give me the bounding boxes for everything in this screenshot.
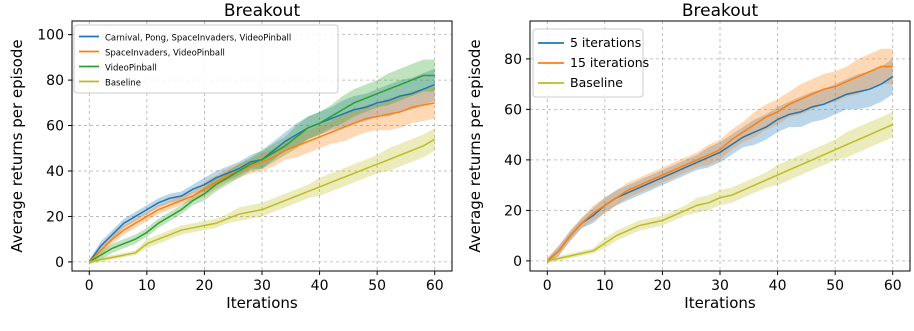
x-tick-label: 60: [884, 278, 902, 294]
y-tick-label: 0: [55, 255, 64, 271]
series-line-4: [89, 138, 436, 263]
series-band-1: [89, 68, 435, 265]
x-tick-label: 50: [368, 278, 386, 294]
y-tick-label: 100: [37, 28, 64, 44]
y-tick-label: 20: [46, 209, 64, 225]
x-tick-label: 0: [543, 278, 552, 294]
legend-box: [532, 28, 644, 98]
series-band-2: [89, 86, 435, 265]
series-line-3: [547, 123, 894, 262]
y-tick-label: 0: [513, 254, 522, 270]
x-tick-label: 40: [769, 278, 787, 294]
series-line-3: [88, 74, 435, 263]
series-band-3: [547, 111, 893, 264]
x-tick-label: 30: [711, 278, 729, 294]
x-tick-label: 30: [253, 278, 271, 294]
legend: 5 iterations 15 iterations Baseline: [532, 28, 649, 98]
y-tick-label: 80: [504, 52, 522, 68]
x-tick-label: 0: [85, 278, 94, 294]
y-tick-label: 40: [46, 164, 64, 180]
legend-label-2: SpaceInvaders, VideoPinball: [105, 49, 225, 59]
legend-label-2: 15 iterations: [570, 55, 649, 70]
series-band-2: [547, 48, 893, 264]
x-tick-label: 20: [654, 278, 672, 294]
x-tick-label: 50: [826, 278, 844, 294]
y-axis-label: Average returns per episode: [466, 39, 484, 252]
x-tick-label: 10: [138, 278, 156, 294]
legend: Carnival, Pong, SpaceInvaders, VideoPinb…: [73, 24, 339, 94]
series-line-2: [88, 102, 435, 263]
y-tick-label: 80: [46, 73, 64, 89]
chart-title: Breakout: [682, 1, 759, 21]
chart-2: 0 10 20 30 40 50 60 0 20 40 60 80 Breakout Iterations…: [466, 1, 911, 312]
x-tick-label: 20: [196, 278, 214, 294]
x-tick-label: 40: [311, 278, 329, 294]
legend-label-3: Baseline: [570, 75, 623, 90]
chart-1: 0 10 20 30 40 50 60 0 20 40 60 80 100 Breakout Iterati…: [8, 1, 453, 312]
x-axis-label: Iterations: [226, 294, 298, 312]
y-tick-label: 40: [504, 153, 522, 169]
series-band-4: [89, 127, 435, 265]
y-axis-label: Average returns per episode: [8, 39, 26, 252]
y-tick-label: 60: [46, 119, 64, 135]
legend-label-1: Carnival, Pong, SpaceInvaders, VideoPinb…: [105, 34, 291, 44]
x-tick-label: 10: [596, 278, 614, 294]
y-tick-label: 20: [504, 203, 522, 219]
legend-label-3: VideoPinball: [105, 64, 157, 74]
x-axis-label: Iterations: [684, 294, 756, 312]
legend-label-4: Baseline: [105, 79, 141, 89]
x-tick-label: 60: [426, 278, 444, 294]
y-tick-label: 60: [504, 102, 522, 118]
legend-box: [73, 24, 339, 94]
series-line-2: [546, 65, 893, 262]
chart-title: Breakout: [224, 1, 301, 21]
legend-label-1: 5 iterations: [570, 35, 641, 50]
